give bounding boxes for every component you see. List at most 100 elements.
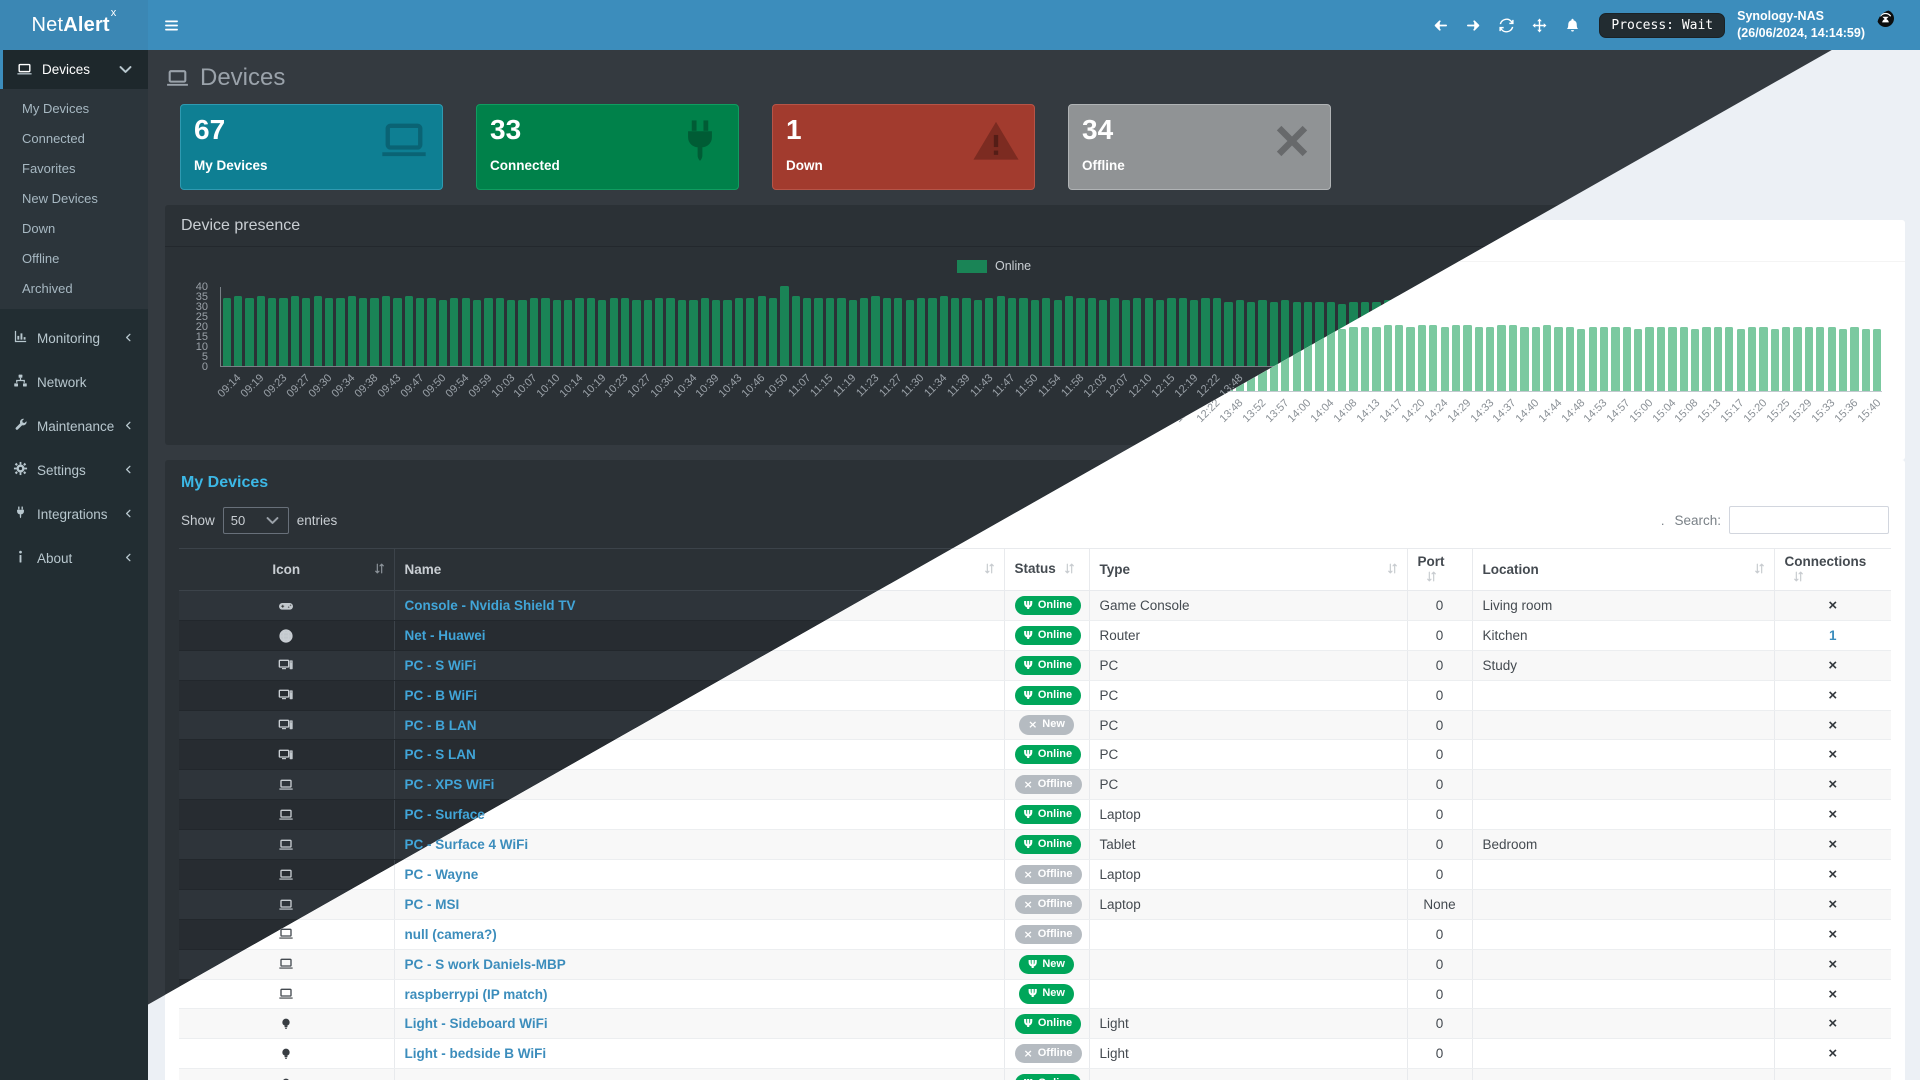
sidebar-item-monitoring[interactable]: Monitoring (0, 316, 148, 360)
status-label: Online (1037, 628, 1073, 641)
sidebar-subitem-favorites[interactable]: Favorites (22, 160, 76, 176)
device-connections-cell: × (1774, 799, 1891, 831)
device-name-link[interactable]: PC - B LAN (404, 717, 477, 733)
device-name-link[interactable]: Console - Nvidia Shield TV (404, 597, 576, 613)
sidebar-subitem-archived[interactable]: Archived (22, 280, 73, 296)
column-label: Name (404, 562, 442, 577)
column-header-icon[interactable]: Icon (179, 548, 395, 591)
sort-icon (1753, 562, 1766, 578)
no-connection-x-icon: × (1828, 836, 1838, 854)
search-label: Search: (1674, 512, 1721, 528)
show-label: Show (181, 512, 215, 528)
device-name-link[interactable]: PC - Surface (404, 807, 485, 823)
device-name-link[interactable]: PC - Wayne (404, 866, 479, 882)
column-header-port[interactable]: Port (1407, 548, 1473, 591)
column-label: Location (1482, 562, 1539, 577)
stat-box-my-devices[interactable]: 67 My Devices (180, 104, 443, 190)
sidebar-subitem-connected[interactable]: Connected (22, 130, 85, 146)
sidebar-item-settings[interactable]: Settings (0, 448, 148, 492)
plug-icon: Ψ (1023, 808, 1033, 822)
app-logo[interactable]: NetAlertx (0, 0, 148, 50)
chart-bar (837, 298, 846, 366)
device-name-link[interactable]: raspberrypi (IP match) (404, 986, 548, 1002)
connections-link[interactable]: 1 (1828, 627, 1837, 643)
chart-bar (268, 298, 277, 366)
sidebar-item-maintenance[interactable]: Maintenance (0, 404, 148, 448)
column-header-type[interactable]: Type (1089, 548, 1408, 591)
user-avatar[interactable] (1877, 9, 1908, 41)
column-header-connections[interactable]: Connections (1774, 548, 1891, 591)
sort-icon (1792, 571, 1805, 586)
sidebar-subitem-down[interactable]: Down (22, 220, 56, 236)
wrench-icon (13, 417, 28, 435)
column-label: Port (1417, 553, 1445, 569)
chart-bar (1736, 329, 1745, 391)
column-header-location[interactable]: Location (1472, 548, 1775, 591)
no-connection-x-icon: × (1828, 686, 1838, 704)
chart-bar (472, 300, 482, 366)
device-name-link[interactable]: PC - B WiFi (404, 687, 478, 703)
sidebar-item-network[interactable]: Network (0, 360, 148, 404)
chart-bar (1816, 327, 1825, 391)
device-connections-cell: × (1774, 859, 1891, 890)
search-input[interactable] (1729, 506, 1889, 534)
column-header-name[interactable]: Name (394, 548, 1005, 591)
nav-back-button[interactable] (1424, 0, 1457, 50)
status-label: Online (1038, 1077, 1072, 1080)
search-prefix: . (1660, 512, 1665, 528)
chart-bar (791, 296, 800, 366)
status-label: Online (1037, 837, 1073, 850)
gamepad-icon (278, 597, 294, 612)
device-name-link[interactable]: PC - XPS WiFi (404, 777, 495, 793)
stat-value: 67 (194, 114, 226, 145)
chart-bar (359, 298, 368, 366)
warning-icon (970, 115, 1022, 172)
sort-icon (373, 562, 386, 578)
device-name-link[interactable]: null (camera?) (404, 926, 497, 942)
device-name-cell: PC - Surface 4 WiFi (394, 829, 1005, 861)
table-row: PC - S work Daniels-MBP Ψ New 0 × (179, 949, 1891, 980)
chart-bar (1520, 327, 1529, 391)
refresh-button[interactable] (1490, 0, 1523, 50)
column-header-status[interactable]: Status (1004, 548, 1090, 591)
sidebar-item-about[interactable]: About (0, 536, 148, 580)
device-name-link[interactable]: PC - S LAN (404, 747, 476, 763)
stat-box-down[interactable]: 1 Down (772, 104, 1035, 190)
sidebar-subitem-offline[interactable]: Offline (22, 250, 60, 266)
nav-forward-button[interactable] (1457, 0, 1490, 50)
sidebar-subitem-new-devices[interactable]: New Devices (22, 190, 98, 206)
chart-bar (416, 298, 425, 366)
sidebar-subitem-my-devices[interactable]: My Devices (22, 100, 90, 116)
sidebar-item-devices[interactable]: Devices (0, 50, 148, 89)
device-connections-cell: × (1774, 829, 1891, 861)
column-label: Type (1099, 562, 1131, 577)
sidebar-item-integrations[interactable]: Integrations (0, 492, 148, 536)
chart-bar (1292, 327, 1301, 391)
stat-label: Offline (1082, 157, 1125, 173)
device-name-link[interactable]: PC - S work Daniels-MBP (404, 956, 566, 972)
device-status-cell: Ψ New (1004, 949, 1090, 980)
page-size-select[interactable]: 50 (222, 506, 289, 534)
chart-bar (1645, 327, 1654, 391)
stat-box-offline[interactable]: 34 Offline (1068, 104, 1331, 190)
device-presence-title: Device presence (165, 205, 1905, 247)
stat-box-connected[interactable]: 33 Connected (476, 104, 739, 190)
device-name-link[interactable]: Net - Huawei (404, 627, 486, 643)
column-label: Status (1014, 561, 1056, 576)
device-name-link[interactable]: Light - bedside B WiFi (404, 1046, 547, 1062)
chart-bar (757, 296, 766, 366)
device-name-link[interactable]: PC - MSI (404, 896, 460, 912)
device-name-link[interactable]: PC - S WiFi (404, 657, 477, 673)
x-icon: × (1023, 927, 1033, 941)
fullscreen-move-button[interactable] (1523, 0, 1556, 50)
notifications-button[interactable] (1556, 0, 1589, 50)
chart-bar (996, 296, 1005, 366)
chart-bar (962, 298, 971, 366)
chart-bar (427, 298, 436, 366)
chevron-down-icon (264, 512, 281, 529)
device-port-cell: 0 (1407, 979, 1473, 1010)
sidebar-toggle-button[interactable] (148, 0, 194, 50)
device-name-link[interactable]: Light - Sideboard WiFi (404, 1016, 548, 1032)
chart-bar (1531, 327, 1540, 391)
